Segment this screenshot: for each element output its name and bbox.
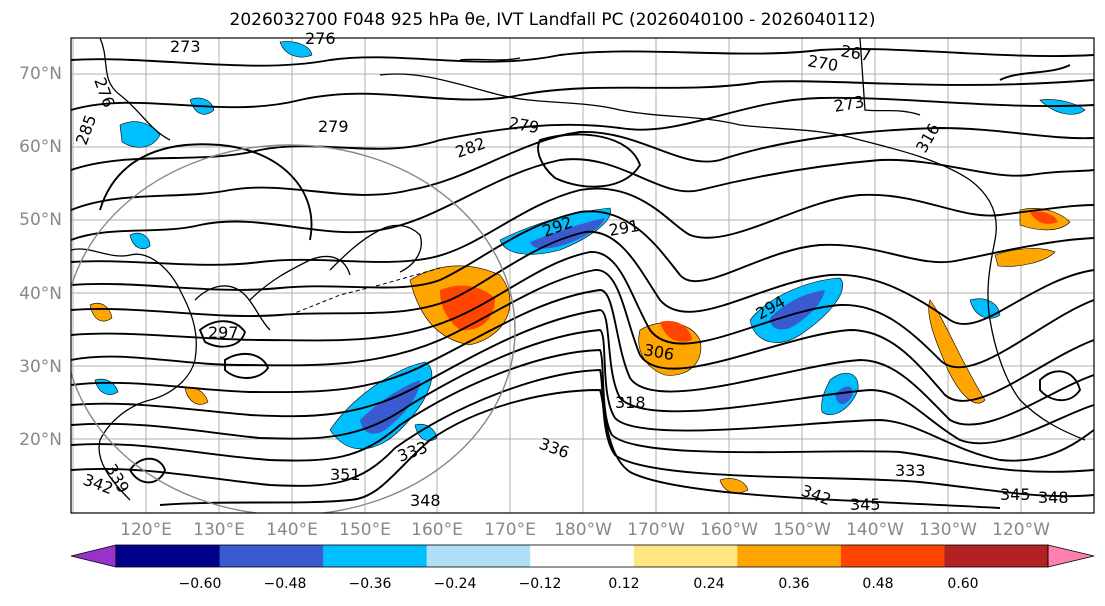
colorbar-cell [220,545,324,567]
colorbar-tick: 0.60 [947,576,978,592]
colorbar-cell [841,545,945,567]
colorbar-tick: −0.60 [179,576,222,592]
colorbar-cell [116,545,220,567]
colorbar-cell [323,545,427,567]
colorbar-tick: 0.24 [693,576,724,592]
colorbar-extend-min [71,545,116,567]
colorbar-tick: −0.24 [434,576,477,592]
colorbar-tick: 0.48 [862,576,893,592]
colorbar-cell [530,545,634,567]
colorbar-tick: 0.12 [608,576,639,592]
colorbar-tick: 0.36 [778,576,809,592]
colorbar-cell [634,545,738,567]
colorbar-tick: −0.48 [264,576,307,592]
colorbar-tick: −0.36 [349,576,392,592]
colorbar-cell [944,545,1048,567]
colorbar-extend-max [1048,545,1094,567]
colorbar-cell [737,545,841,567]
colorbar-tick: −0.12 [519,576,562,592]
colorbar-cell [427,545,531,567]
